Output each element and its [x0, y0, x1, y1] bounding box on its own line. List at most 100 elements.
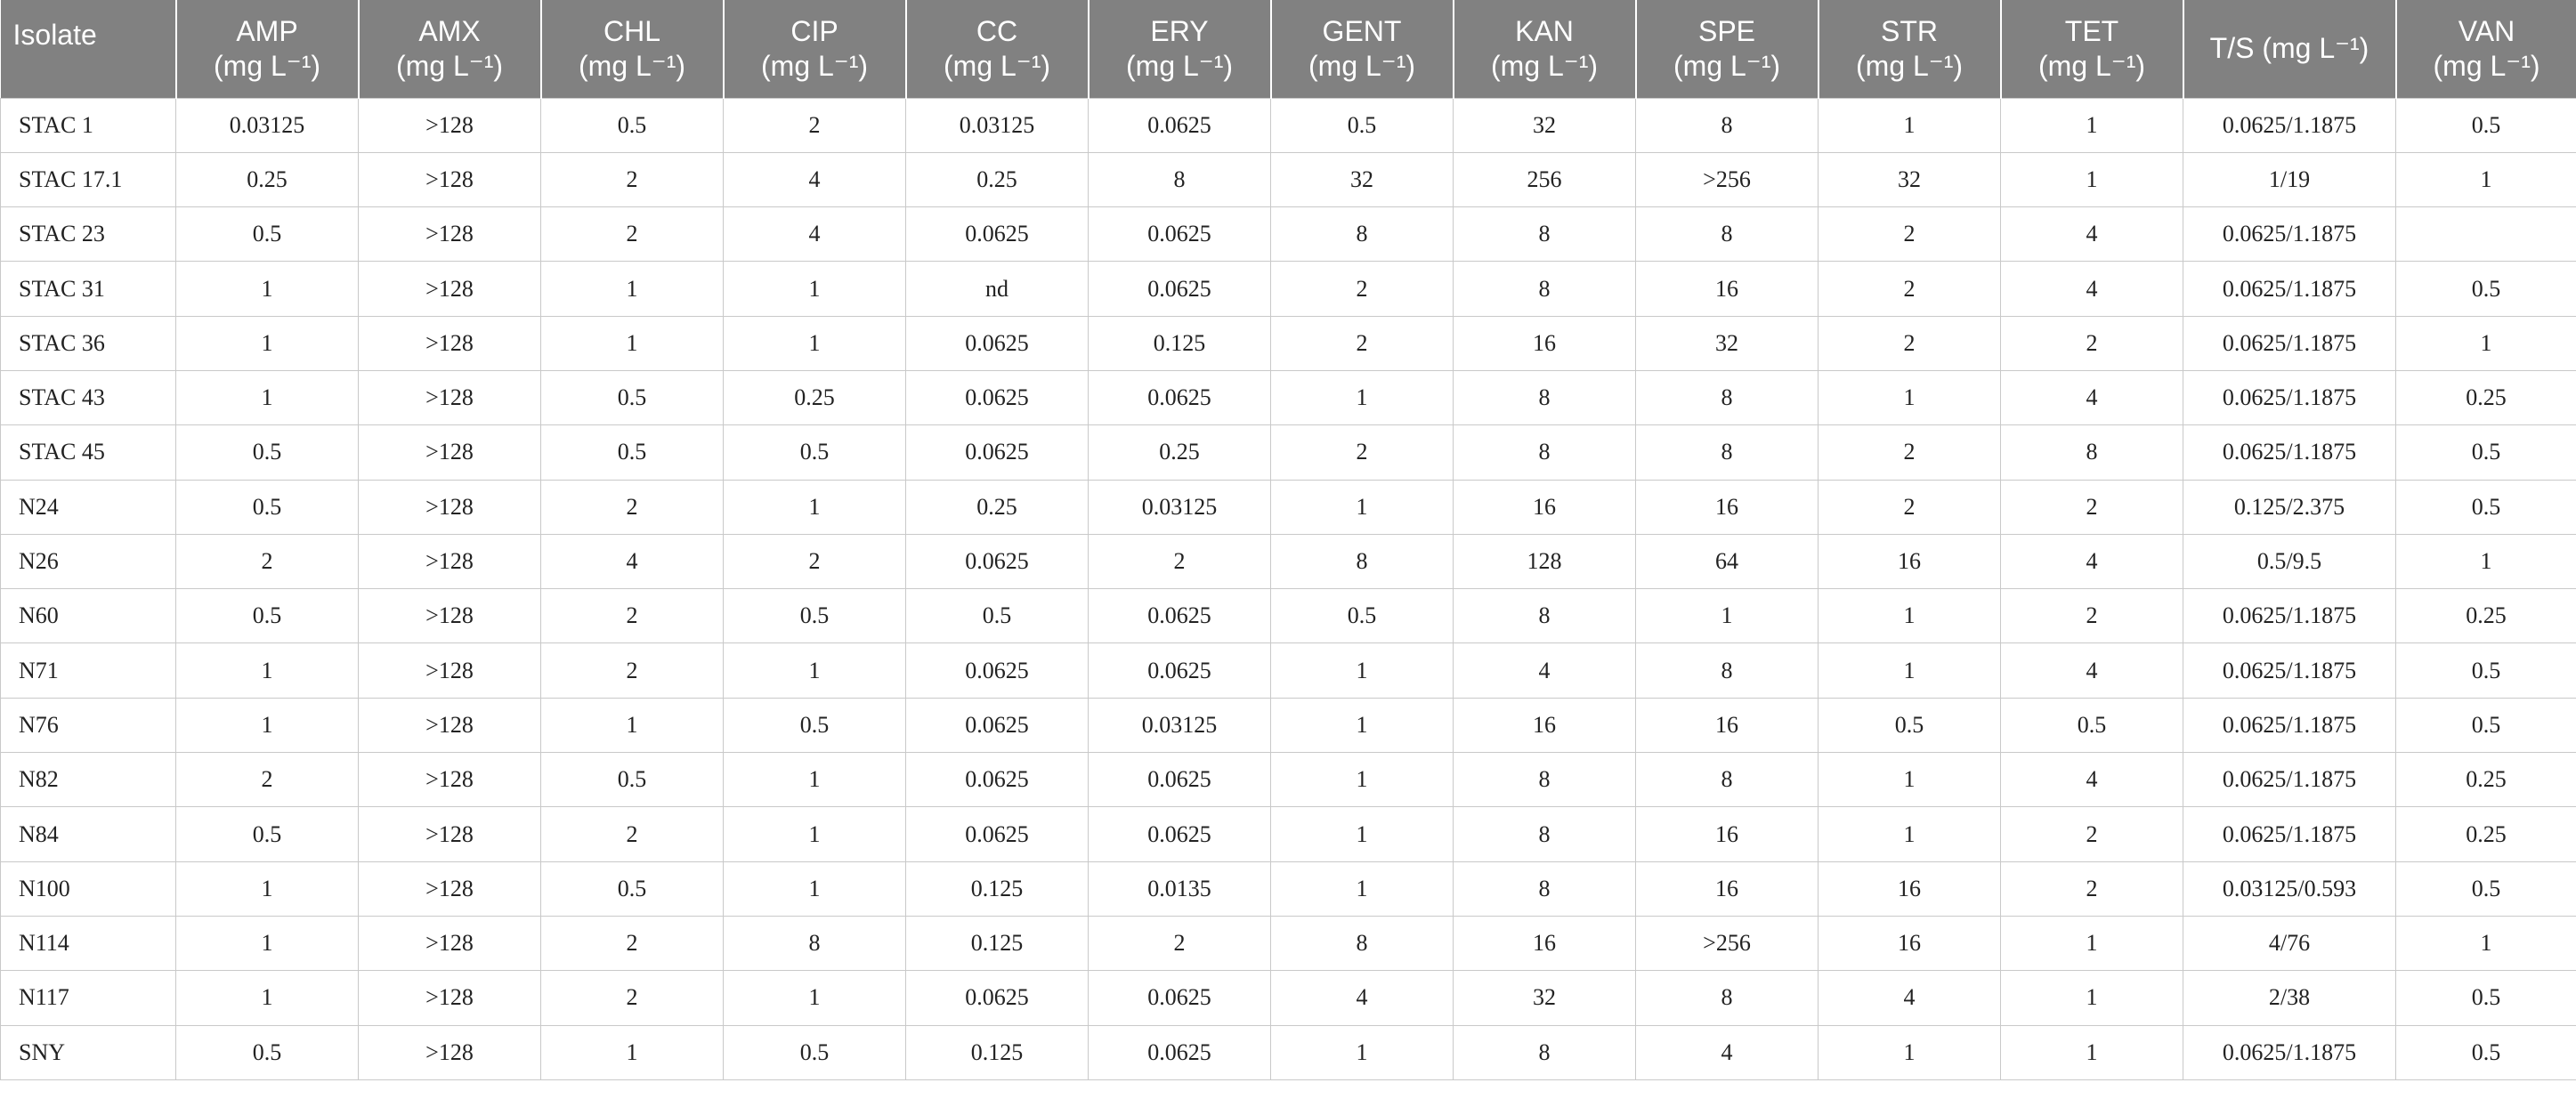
value-cell: 2: [175, 752, 359, 808]
table-row: STAC 43 1 >128 0.5 0.25 0.0625 0.0625 1 8 8 1 4 0.06…: [0, 369, 2576, 426]
value-cell: 16: [1453, 315, 1636, 371]
value-cell: 4: [1270, 970, 1454, 1026]
value-cell: 16: [1453, 697, 1636, 754]
column-unit: (mg L⁻¹): [2038, 49, 2145, 82]
value-cell: 0.0625: [1088, 806, 1271, 862]
value-cell: 0.5: [2395, 697, 2576, 754]
value-cell: 0.0625: [905, 533, 1089, 590]
value-cell: 1: [723, 315, 906, 371]
value-cell: 0.125: [1088, 315, 1271, 371]
value-cell: 0.0625: [905, 206, 1089, 263]
value-cell: 0.5: [1270, 588, 1454, 644]
value-cell: 16: [1635, 861, 1819, 917]
value-cell: >256: [1635, 915, 1819, 972]
value-cell: 2: [540, 915, 724, 972]
value-cell: 2: [540, 151, 724, 208]
value-cell: 1: [723, 479, 906, 535]
value-cell: 0.0625/1.1875: [2183, 369, 2396, 426]
isolate-cell: STAC 36: [0, 315, 176, 371]
value-cell: 1: [175, 915, 359, 972]
value-cell: 0.0625/1.1875: [2183, 261, 2396, 317]
value-cell: 8: [1453, 206, 1636, 263]
value-cell: 1: [2395, 533, 2576, 590]
value-cell: 0.5: [540, 424, 724, 481]
value-cell: 1: [1270, 479, 1454, 535]
isolate-cell: N114: [0, 915, 176, 972]
value-cell: 1: [1270, 697, 1454, 754]
value-cell: 0.5: [723, 588, 906, 644]
value-cell: 1: [1270, 861, 1454, 917]
value-cell: 0.5: [2395, 970, 2576, 1026]
value-cell: 8: [1635, 369, 1819, 426]
value-cell: 0.0625/1.1875: [2183, 752, 2396, 808]
value-cell: 4: [723, 151, 906, 208]
value-cell: >128: [358, 752, 541, 808]
value-cell: 4/76: [2183, 915, 2396, 972]
value-cell: 4: [540, 533, 724, 590]
column-header-isolate: Isolate: [0, 0, 176, 98]
isolate-cell: STAC 1: [0, 97, 176, 153]
value-cell: 0.25: [905, 151, 1089, 208]
isolate-cell: N60: [0, 588, 176, 644]
value-cell: 1: [723, 261, 906, 317]
value-cell: 0.5: [2395, 479, 2576, 535]
value-cell: 1: [1270, 642, 1454, 699]
value-cell: 0.5: [540, 752, 724, 808]
isolate-cell: N84: [0, 806, 176, 862]
value-cell: 0.25: [2395, 752, 2576, 808]
value-cell: 0.0625/1.1875: [2183, 1024, 2396, 1080]
table-row: N82 2 >128 0.5 1 0.0625 0.0625 1 8 8 1 4 0.0625/1.18…: [0, 752, 2576, 808]
column-name: ERY: [1150, 14, 1209, 47]
value-cell: 0.0625/1.1875: [2183, 642, 2396, 699]
value-cell: 1: [1818, 97, 2001, 153]
value-cell: 2: [540, 206, 724, 263]
value-cell: 32: [1818, 151, 2001, 208]
value-cell: 4: [2000, 261, 2183, 317]
table-row: STAC 1 0.03125 >128 0.5 2 0.03125 0.0625 0.5 32 8…: [0, 97, 2576, 153]
value-cell: 0.5: [723, 1024, 906, 1080]
value-cell: 0.0625: [905, 642, 1089, 699]
value-cell: 2: [540, 970, 724, 1026]
value-cell: 4: [2000, 206, 2183, 263]
value-cell: >128: [358, 970, 541, 1026]
value-cell: >128: [358, 97, 541, 153]
value-cell: 0.0625: [905, 369, 1089, 426]
value-cell: 32: [1270, 151, 1454, 208]
column-header-amp: AMP (mg L⁻¹): [174, 0, 359, 98]
value-cell: 1: [175, 642, 359, 699]
value-cell: 16: [1635, 806, 1819, 862]
value-cell: 1: [2000, 97, 2183, 153]
value-cell: 0.25: [175, 151, 359, 208]
value-cell: 1: [175, 697, 359, 754]
isolate-cell: SNY: [0, 1024, 176, 1080]
value-cell: 0.5/9.5: [2183, 533, 2396, 590]
column-name: Isolate: [12, 19, 97, 51]
value-cell: 0.0625: [1088, 206, 1271, 263]
value-cell: 0.5: [2395, 261, 2576, 317]
column-header-str: STR (mg L⁻¹): [1817, 0, 2001, 98]
value-cell: 8: [1453, 424, 1636, 481]
value-cell: 0.0625: [905, 315, 1089, 371]
isolate-cell: N82: [0, 752, 176, 808]
value-cell: 1: [1270, 369, 1454, 426]
value-cell: 0.25: [723, 369, 906, 426]
value-cell: >128: [358, 697, 541, 754]
value-cell: >128: [358, 1024, 541, 1080]
value-cell: >128: [358, 642, 541, 699]
value-cell: >128: [358, 479, 541, 535]
value-cell: 2: [540, 479, 724, 535]
value-cell: >128: [358, 424, 541, 481]
table-row: N71 1 >128 2 1 0.0625 0.0625 1 4 8 1 4 0.0625/1.1875…: [0, 642, 2576, 699]
column-unit: (mg L⁻¹): [761, 49, 868, 82]
value-cell: 1: [1818, 642, 2001, 699]
isolate-cell: STAC 43: [0, 369, 176, 426]
value-cell: 1: [1818, 752, 2001, 808]
value-cell: 16: [1818, 533, 2001, 590]
isolate-cell: STAC 23: [0, 206, 176, 263]
value-cell: 2: [1088, 915, 1271, 972]
value-cell: 8: [1453, 588, 1636, 644]
value-cell: 4: [723, 206, 906, 263]
value-cell: 0.03125: [1088, 697, 1271, 754]
value-cell: 0.125: [905, 861, 1089, 917]
